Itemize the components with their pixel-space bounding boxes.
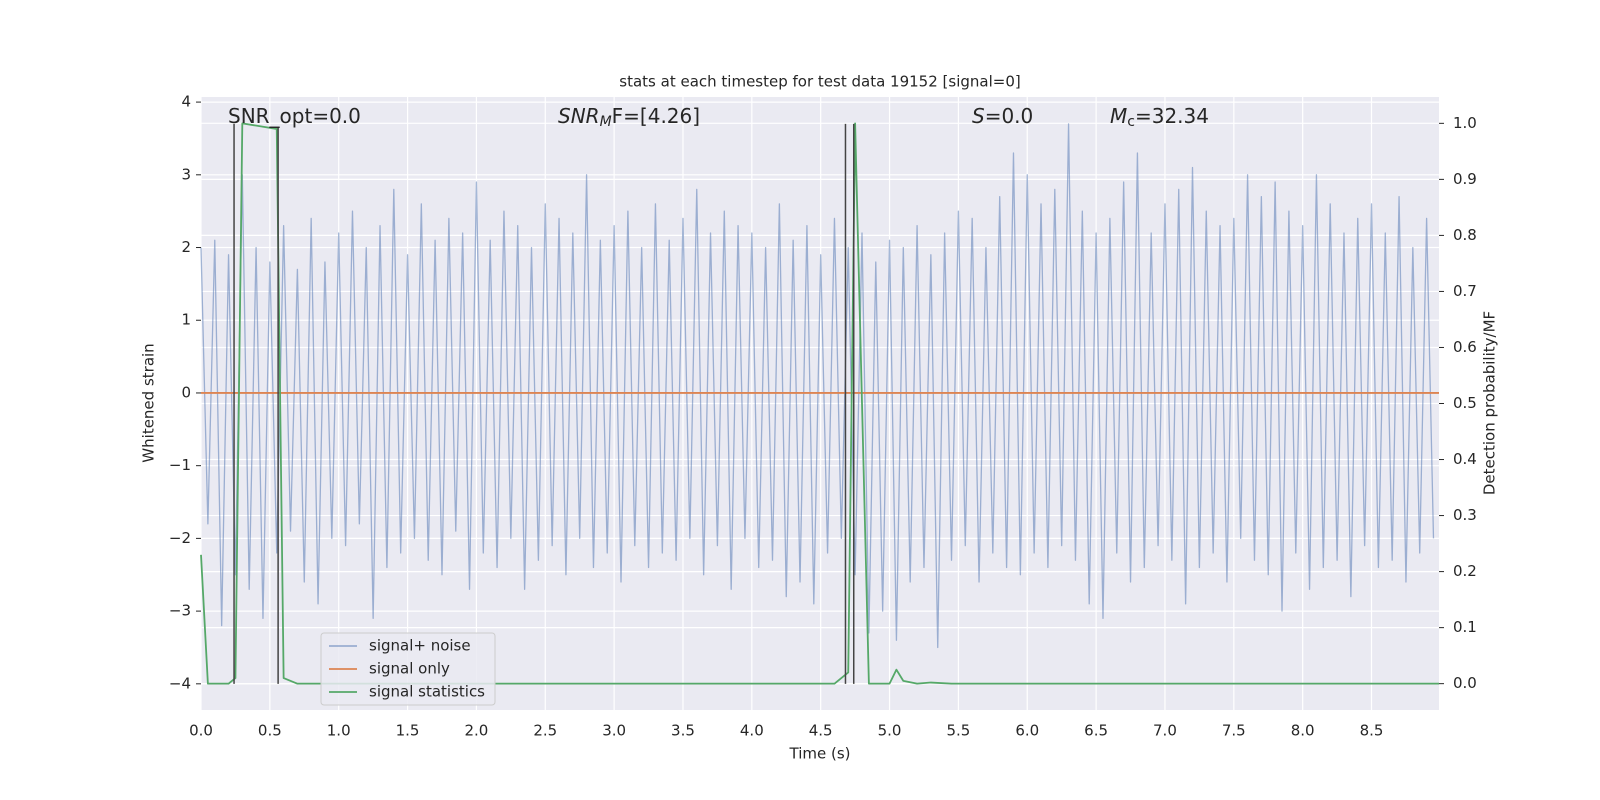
x-tick-label: 2.0 <box>464 722 488 740</box>
y2-tick-label: 0.6 <box>1453 338 1477 356</box>
y-tick-label: −3 <box>169 602 191 620</box>
y2-tick-label: 0.4 <box>1453 450 1477 468</box>
y2-tick-label: 0.5 <box>1453 394 1477 412</box>
x-tick-label: 2.5 <box>533 722 557 740</box>
annotation-text: =32.34 <box>1135 104 1209 128</box>
x-tick-label: 5.0 <box>878 722 902 740</box>
y-tick-label: 3 <box>181 165 191 183</box>
annotation: SNR_opt=0.0 <box>228 104 361 128</box>
x-tick-label: 3.0 <box>602 722 626 740</box>
chart-title: stats at each timestep for test data 191… <box>619 73 1020 91</box>
series-line <box>200 123 1435 649</box>
y-tick-label: 0 <box>181 383 191 401</box>
x-tick-label: 4.5 <box>809 722 833 740</box>
annotation: S=0.0 <box>972 104 1033 128</box>
x-tick-label: 6.5 <box>1084 722 1108 740</box>
y2-tick-label: 0.7 <box>1453 282 1477 300</box>
x-tick-label: 7.5 <box>1222 722 1246 740</box>
y2-tick-label: 1.0 <box>1453 114 1477 132</box>
annotation-text: SNR <box>558 104 600 128</box>
y2-tick-label: 0.3 <box>1453 506 1477 524</box>
y2-tick-label: 0.9 <box>1453 170 1477 188</box>
x-tick-label: 6.0 <box>1015 722 1039 740</box>
y-tick-label: 4 <box>181 93 191 111</box>
annotation-text: S <box>972 104 985 128</box>
annotation-text: M <box>1110 104 1127 128</box>
x-tick-label: 3.5 <box>671 722 695 740</box>
y2-axis-label: Detection probability/MF <box>1481 311 1499 495</box>
annotation-text: =0.0 <box>985 104 1034 128</box>
annotation-text: F=[4.26] <box>612 104 700 128</box>
y-tick-label: −4 <box>169 674 191 692</box>
x-tick-label: 7.0 <box>1153 722 1177 740</box>
x-axis-label: Time (s) <box>789 745 851 763</box>
series-line <box>200 122 1439 685</box>
annotation-text: SNR_opt=0.0 <box>228 104 361 128</box>
y-axis-label: Whitened strain <box>140 343 158 462</box>
legend-label: signal statistics <box>369 683 485 701</box>
legend-box <box>320 632 496 706</box>
x-tick-label: 0.0 <box>189 722 213 740</box>
y-tick-label: −2 <box>169 529 191 547</box>
annotation: SNRMF=[4.26] <box>558 104 700 131</box>
y2-tick-label: 0.8 <box>1453 226 1477 244</box>
x-tick-label: 8.0 <box>1291 722 1315 740</box>
y2-tick-label: 0.2 <box>1453 562 1477 580</box>
legend-label: signal only <box>369 660 450 678</box>
x-tick-label: 1.0 <box>327 722 351 740</box>
y2-tick-label: 0.1 <box>1453 618 1477 636</box>
x-tick-label: 0.5 <box>258 722 282 740</box>
y-tick-label: 2 <box>181 238 191 256</box>
y2-tick-label: 0.0 <box>1453 674 1477 692</box>
annotation: Mc=32.34 <box>1110 104 1209 131</box>
x-tick-label: 1.5 <box>396 722 420 740</box>
annotation-sub: c <box>1127 114 1135 130</box>
x-tick-label: 5.5 <box>946 722 970 740</box>
annotation-sub: M <box>600 114 612 130</box>
legend-label: signal+ noise <box>369 637 471 655</box>
x-tick-label: 4.0 <box>740 722 764 740</box>
x-tick-label: 8.5 <box>1360 722 1384 740</box>
y-tick-label: 1 <box>181 311 191 329</box>
y-tick-label: −1 <box>169 456 191 474</box>
